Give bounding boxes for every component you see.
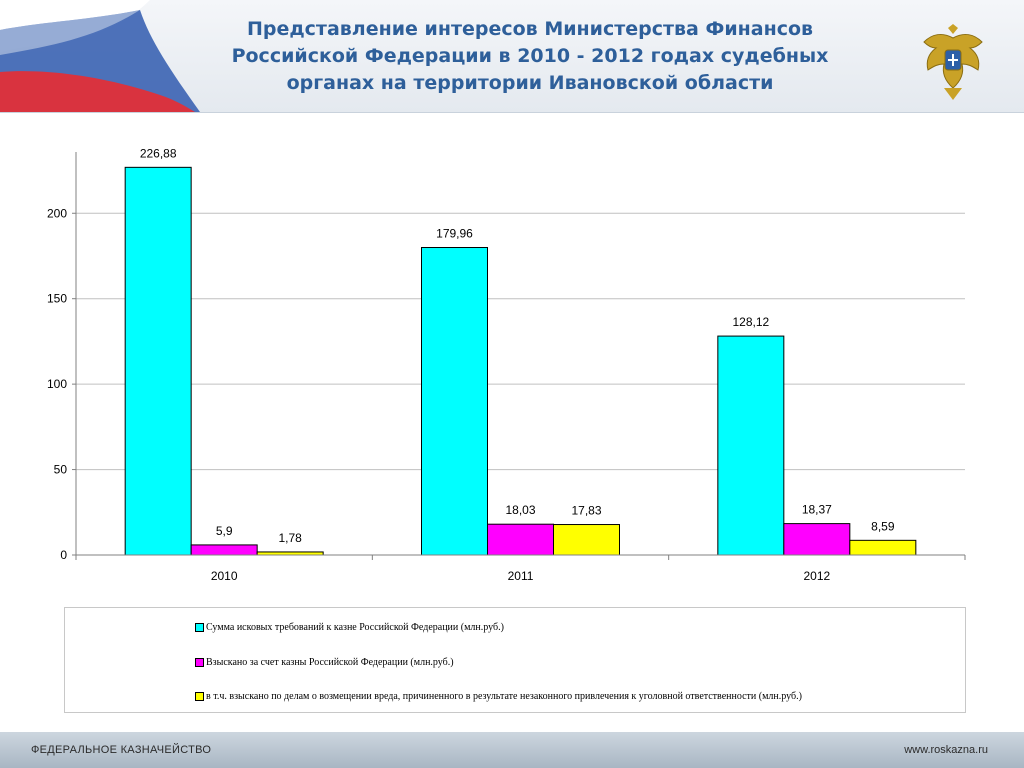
footer-website[interactable]: www.roskazna.ru: [904, 744, 988, 756]
double-headed-eagle-emblem-icon: [923, 24, 983, 100]
xtick-label-2011: 2011: [508, 569, 534, 583]
ytick-label-50: 50: [54, 463, 68, 477]
bar-chart: 226,88 5,9 1,78 179,96 18,03 17,83 128,12 18,37…: [47, 146, 966, 583]
bar-2010-series-1: [124, 166, 192, 556]
slide-footer: ФЕДЕРАЛЬНОЕ КАЗНАЧЕЙСТВО www.roskazna.ru: [0, 732, 1024, 768]
data-label-2011-series-2: 18,03: [505, 503, 535, 517]
bar-2012-series-3: [849, 539, 917, 556]
data-label-2012-series-1: 128,12: [732, 315, 769, 329]
bars: [124, 166, 917, 556]
xtick-label-2012: 2012: [803, 569, 830, 583]
legend-item-criminal: в т.ч. взыскано по делам о возмещении вр…: [195, 689, 802, 703]
legend-label-recovered: Взыскано за счет казны Российской Федера…: [206, 656, 454, 668]
legend-label-claims: Сумма исковых требований к казне Российс…: [206, 621, 504, 633]
data-label-2010-series-3: 1,78: [278, 531, 302, 545]
ytick-label-200: 200: [47, 206, 67, 220]
data-label-2011-series-1: 179,96: [436, 227, 473, 241]
page-title: Представление интересов Министерства Фин…: [231, 18, 829, 94]
data-label-2012-series-2: 18,37: [802, 503, 832, 517]
data-label-2011-series-3: 17,83: [571, 504, 601, 518]
bar-2012-series-1: [717, 335, 785, 556]
bar-2010-series-2: [190, 544, 258, 556]
bar-2011-series-2: [487, 523, 554, 556]
data-labels: 226,88 5,9 1,78 179,96 18,03 17,83 128,12 18,37…: [140, 146, 895, 545]
legend-swatch-recovered: [195, 657, 204, 667]
legend-label-criminal: в т.ч. взыскано по делам о возмещении вр…: [206, 690, 802, 702]
legend-swatch-claims: [195, 622, 204, 632]
ytick-label-150: 150: [47, 292, 67, 306]
data-label-2012-series-3: 8,59: [871, 519, 895, 533]
bar-2011-series-3: [553, 524, 620, 556]
ytick-label-100: 100: [47, 377, 67, 391]
legend-item-claims: Сумма исковых требований к казне Российс…: [195, 620, 504, 634]
xtick-label-2010: 2010: [211, 569, 238, 583]
chart-legend: Сумма исковых требований к казне Российс…: [64, 607, 966, 713]
footer-organization: ФЕДЕРАЛЬНОЕ КАЗНАЧЕЙСТВО: [31, 744, 212, 756]
legend-swatch-criminal: [195, 691, 204, 701]
slide-header: Представление интересов Министерства Фин…: [0, 0, 1024, 113]
data-label-2010-series-1: 226,88: [140, 146, 177, 160]
data-label-2010-series-2: 5,9: [216, 524, 233, 538]
axes: 0 50 100 150 200 2010 2011 2012: [47, 152, 966, 583]
bar-2011-series-1: [421, 247, 488, 556]
legend-item-recovered: Взыскано за счет казны Российской Федера…: [195, 655, 454, 669]
bar-2012-series-2: [783, 523, 851, 556]
russian-flag-wave-icon: [0, 0, 200, 112]
ytick-label-0: 0: [60, 548, 67, 562]
